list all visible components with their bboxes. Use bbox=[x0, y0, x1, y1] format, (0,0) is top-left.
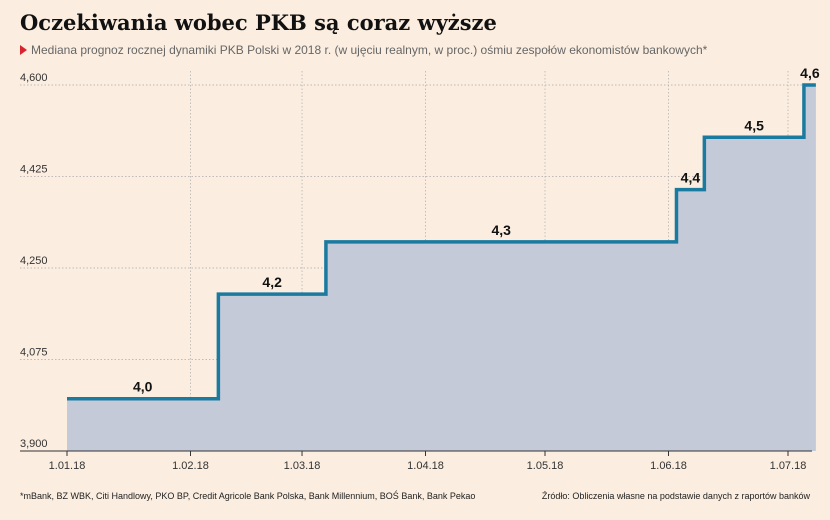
y-tick-label: 4,250 bbox=[20, 255, 48, 267]
x-tick-label: 1.02.18 bbox=[172, 460, 209, 472]
data-label: 4,2 bbox=[262, 274, 282, 290]
source-note: Źródło: Obliczenia własne na podstawie d… bbox=[541, 491, 810, 501]
data-label: 4,3 bbox=[491, 222, 511, 238]
data-label: 4,0 bbox=[133, 379, 153, 395]
area-layer bbox=[67, 85, 816, 451]
x-tick-label: 1.06.18 bbox=[650, 460, 687, 472]
chart-subtitle: Mediana prognoz rocznej dynamiki PKB Pol… bbox=[20, 43, 707, 57]
x-tick-label: 1.01.18 bbox=[49, 460, 86, 472]
y-tick-label: 4,600 bbox=[20, 72, 48, 84]
chart-title: Oczekiwania wobec PKB są coraz wyższe bbox=[20, 10, 497, 35]
data-label: 4,4 bbox=[681, 170, 701, 186]
step-series-line bbox=[67, 83, 816, 401]
x-tick-label: 1.05.18 bbox=[527, 460, 564, 472]
data-label: 4,5 bbox=[744, 117, 764, 133]
line-layer bbox=[67, 83, 816, 401]
x-tick-label: 1.07.18 bbox=[770, 460, 807, 472]
footnote: *mBank, BZ WBK, Citi Handlowy, PKO BP, C… bbox=[20, 491, 476, 501]
y-tick-label: 4,075 bbox=[20, 347, 48, 359]
y-tick-label: 3,900 bbox=[20, 438, 48, 450]
data-label: 4,6 bbox=[800, 65, 820, 81]
chart-subtitle-text: Mediana prognoz rocznej dynamiki PKB Pol… bbox=[31, 43, 708, 57]
y-tick-label: 4,425 bbox=[20, 164, 48, 176]
x-tick-label: 1.03.18 bbox=[284, 460, 321, 472]
triangle-marker-icon bbox=[20, 45, 27, 55]
axis-layer: 3,900 4,075 4,250 4,425 4,600 1.01.18 1.02.18 1… bbox=[20, 72, 812, 472]
label-layer: 4,0 4,2 4,3 4,4 4,5 4,6 bbox=[133, 65, 820, 395]
step-area-fill bbox=[67, 85, 816, 451]
x-tick-label: 1.04.18 bbox=[407, 460, 444, 472]
